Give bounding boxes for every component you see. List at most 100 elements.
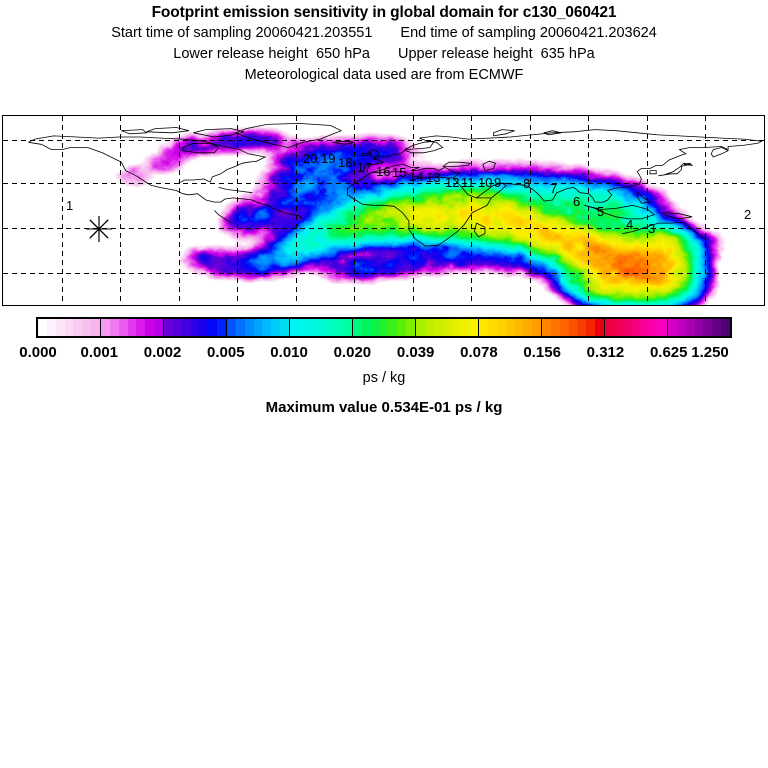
coastline-path: [649, 170, 657, 175]
colorbar-step: [532, 319, 542, 336]
colorbar-tick-0.312: 0.312: [586, 344, 625, 361]
colorbar-block-5: [353, 319, 416, 336]
colorbar-step: [505, 319, 515, 336]
colorbar-step: [397, 319, 407, 336]
map-panel[interactable]: 20 19 18 17 16 15 14 13 12 11 10 9 8 7 6 5 4 3 2 1: [2, 115, 765, 306]
trajectory-day-label-11: 11: [461, 175, 475, 190]
colorbar-step: [290, 319, 299, 336]
coastline-path: [636, 191, 651, 204]
coastline-path: [256, 201, 304, 220]
coastline-path: [622, 221, 708, 241]
trajectory-day-label-2: 2: [744, 207, 751, 222]
colorbar-step: [316, 319, 326, 336]
sampling-time-line: Start time of sampling 20060421.203551 En…: [0, 23, 768, 44]
coastline-path: [482, 160, 497, 171]
colorbar-step: [424, 319, 434, 336]
trajectory-day-label-6: 6: [573, 194, 580, 209]
coastline-path: [362, 129, 762, 173]
colorbar-tick-0.156: 0.156: [523, 344, 561, 361]
colorbar-step: [550, 319, 560, 336]
colorbar-tick-0.005: 0.005: [207, 344, 245, 361]
colorbar-step: [307, 319, 317, 336]
header-block: Footprint emission sensitivity in global…: [0, 0, 768, 86]
colorbar-step: [244, 319, 254, 336]
coastline-path: [658, 162, 691, 177]
coastline-path: [182, 142, 220, 154]
colorbar-step: [668, 319, 677, 336]
coastline-path: [146, 127, 190, 134]
colorbar-block-6: [416, 319, 479, 336]
colorbar-step: [227, 319, 236, 336]
end-time-label: End time of sampling 20060421.203624: [400, 25, 657, 41]
lower-release-height-label: Lower release height 650 hPa: [173, 46, 370, 62]
coastline-path: [121, 129, 148, 135]
colorbar-step: [118, 319, 128, 336]
colorbar-step: [605, 319, 614, 336]
colorbar-step: [154, 319, 164, 336]
colorbar-step: [172, 319, 182, 336]
trajectory-day-label-18: 18: [338, 155, 352, 170]
trajectory-day-label-19: 19: [321, 151, 335, 166]
colorbar-step: [136, 319, 146, 336]
colorbar-step: [235, 319, 245, 336]
trajectory-day-label-14: 14: [409, 169, 423, 184]
colorbar-tick-0.001: 0.001: [80, 344, 119, 361]
colorbar-step: [55, 319, 65, 336]
colorbar-step: [568, 319, 578, 336]
colorbar-step: [181, 319, 191, 336]
colorbar-step: [109, 319, 119, 336]
colorbar-tick-0.010: 0.010: [270, 344, 308, 361]
trajectory-day-label-1: 1: [66, 198, 73, 213]
colorbar-step: [406, 319, 416, 336]
colorbar-step: [38, 319, 47, 336]
colorbar-step: [73, 319, 83, 336]
start-time-label: Start time of sampling 20060421.203551: [111, 25, 373, 41]
colorbar-step: [82, 319, 92, 336]
graticule-overlay: [3, 116, 764, 305]
colorbar-step: [451, 319, 461, 336]
colorbar-step: [334, 319, 344, 336]
colorbar-tick-0.078: 0.078: [460, 344, 498, 361]
coastline-path: [543, 130, 562, 136]
trajectory-day-label-4: 4: [626, 217, 633, 232]
upper-release-height-label: Upper release height 635 hPa: [398, 46, 595, 62]
colorbar: [36, 317, 732, 338]
colorbar-step: [559, 319, 569, 336]
colorbar-block-2: [164, 319, 227, 336]
colorbar-block-8: [542, 319, 605, 336]
trajectory-day-label-12: 12: [445, 175, 459, 190]
coastline-path: [683, 162, 694, 166]
colorbar-step: [101, 319, 110, 336]
coastline-path: [28, 141, 190, 196]
trajectory-day-label-5: 5: [597, 204, 604, 219]
colorbar-tick-0.002: 0.002: [143, 344, 182, 361]
colorbar-step: [370, 319, 380, 336]
colorbar-step: [271, 319, 281, 336]
colorbar-step: [361, 319, 371, 336]
colorbar-step: [514, 319, 524, 336]
coastline-path: [28, 135, 267, 184]
colorbar-step: [613, 319, 623, 336]
colorbar-step: [721, 319, 731, 336]
colorbar-step: [325, 319, 335, 336]
trajectory-day-label-9: 9: [494, 175, 501, 190]
colorbar-block-7: [479, 319, 542, 336]
colorbar-step: [199, 319, 209, 336]
colorbar-step: [353, 319, 362, 336]
coastline-path: [370, 163, 461, 179]
colorbar-block-10: [668, 319, 731, 336]
coastline-path: [501, 140, 763, 203]
release-height-line: Lower release height 650 hPa Upper releas…: [0, 44, 768, 65]
trajectory-day-label-10: 10: [478, 175, 492, 190]
coastline-path: [362, 152, 372, 157]
colorbar-step: [703, 319, 713, 336]
colorbar-step: [91, 319, 101, 336]
coastline-path: [473, 222, 486, 238]
colorbar-step: [685, 319, 695, 336]
coastline-path: [493, 129, 515, 137]
colorbar-step: [416, 319, 425, 336]
colorbar-step: [469, 319, 479, 336]
trajectory-day-label-15: 15: [392, 165, 406, 180]
trajectory-day-label-8: 8: [523, 176, 530, 191]
coastline-path: [234, 122, 343, 148]
